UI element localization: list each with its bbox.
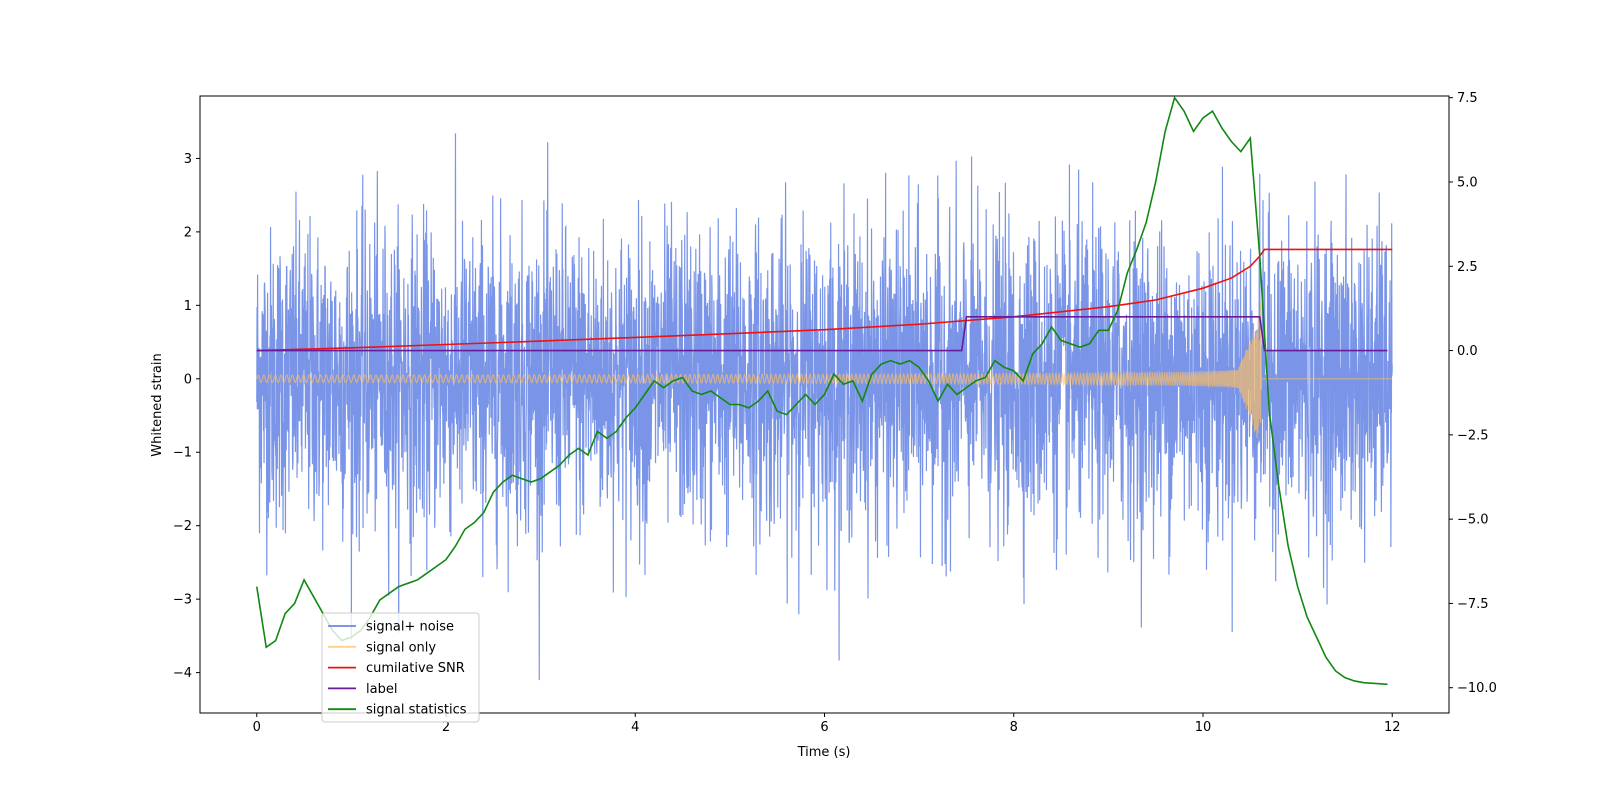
x-tick-label: 0 [253, 720, 261, 735]
legend: signal+ noise signal only cumilative SNR la… [321, 612, 480, 723]
legend-label: label [366, 682, 397, 697]
y2-tick-label: −10.0 [1457, 681, 1497, 696]
x-tick-label: 10 [1195, 720, 1212, 735]
y2-tick-label: −2.5 [1457, 428, 1489, 443]
y-tick-label: 3 [184, 152, 192, 167]
legend-label: signal only [366, 640, 436, 655]
x-tick-label: 6 [820, 720, 828, 735]
x-axis-label: Time (s) [797, 745, 851, 760]
x-tick-label: 2 [442, 720, 450, 735]
legend-label: signal statistics [366, 703, 467, 718]
y-tick-label: 2 [184, 225, 192, 240]
series-line-signal-only [256, 303, 1393, 438]
series-layer [255, 96, 1393, 686]
legend-label: signal+ noise [366, 620, 454, 635]
y-axis-label: Whitened strain [150, 353, 165, 456]
y-tick-label: −3 [173, 593, 192, 608]
y-tick-label: −1 [173, 446, 192, 461]
y2-tick-label: 2.5 [1457, 260, 1478, 275]
x-tick-label: 4 [631, 720, 639, 735]
y2-tick-label: 7.5 [1457, 91, 1478, 106]
y2-tick-label: −5.0 [1457, 513, 1489, 528]
y2-tick-label: −7.5 [1457, 597, 1489, 612]
y2-tick-label: 0.0 [1457, 344, 1478, 359]
y-tick-label: −2 [173, 519, 192, 534]
y-axis-left: −4 −3 −2 −1 0 1 2 3 [173, 152, 200, 681]
y-axis-right: −10.0 −7.5 −5.0 −2.5 0.0 2.5 5.0 7.5 [1449, 91, 1497, 696]
legend-label: cumilative SNR [366, 661, 465, 676]
series-line-label [256, 316, 1388, 352]
y-tick-label: 0 [184, 372, 192, 387]
series-line-signal-statistics [255, 96, 1388, 686]
legend-box [321, 612, 480, 723]
y-tick-label: −4 [173, 666, 192, 681]
y2-tick-label: 5.0 [1457, 175, 1478, 190]
y-tick-label: 1 [184, 299, 192, 314]
x-tick-label: 12 [1384, 720, 1401, 735]
x-tick-label: 8 [1010, 720, 1018, 735]
